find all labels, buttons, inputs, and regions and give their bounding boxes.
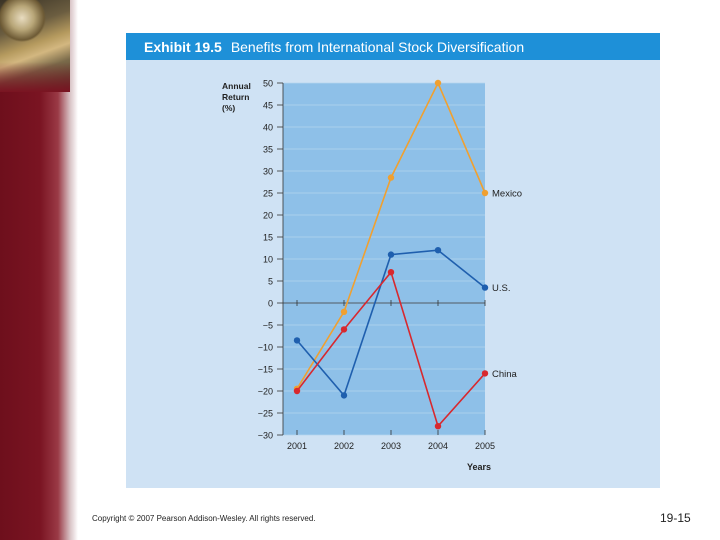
data-point — [293, 337, 301, 344]
y-axis-label: Annual — [222, 81, 251, 91]
corner-photo-image — [0, 0, 70, 92]
y-tick-label: −30 — [258, 431, 273, 441]
series-label: Mexico — [492, 189, 522, 200]
y-tick-label: 35 — [263, 145, 273, 155]
x-tick-label: 2004 — [428, 441, 448, 451]
series-label: U.S. — [492, 283, 510, 294]
data-point — [387, 269, 395, 276]
data-point — [340, 392, 348, 399]
y-tick-label: −5 — [263, 321, 273, 331]
y-tick-label: 20 — [263, 211, 273, 221]
y-axis-label: (%) — [222, 103, 235, 113]
x-axis-label: Years — [467, 462, 491, 472]
data-point — [481, 370, 489, 377]
data-point — [481, 284, 489, 291]
exhibit-label: Exhibit 19.5 — [144, 38, 222, 55]
y-tick-label: 5 — [268, 277, 273, 287]
data-point — [293, 387, 301, 395]
data-point — [434, 247, 442, 254]
x-tick-label: 2001 — [287, 441, 307, 451]
copyright-notice: Copyright © 2007 Pearson Addison-Wesley.… — [92, 514, 316, 523]
y-tick-label: 0 — [268, 299, 273, 309]
y-tick-label: 45 — [263, 101, 273, 111]
x-tick-label: 2005 — [475, 441, 495, 451]
y-tick-label: 50 — [263, 79, 273, 89]
y-tick-label: 10 — [263, 255, 273, 265]
series-label: China — [492, 369, 518, 380]
x-tick-label: 2002 — [334, 441, 354, 451]
y-tick-label: −10 — [258, 343, 273, 353]
y-tick-label: 30 — [263, 167, 273, 177]
data-point — [387, 251, 395, 258]
line-chart: 50454035302520151050−5−10−15−20−25−30200… — [222, 79, 522, 473]
data-point — [387, 174, 395, 181]
data-point — [340, 308, 348, 315]
exhibit-title: Benefits from International Stock Divers… — [230, 38, 525, 55]
data-point — [481, 189, 489, 197]
y-tick-label: 25 — [263, 189, 273, 199]
exhibit-panel: Exhibit 19.5 Benefits from International… — [126, 33, 660, 488]
y-tick-label: −20 — [258, 387, 273, 397]
slide-number: 19-15 — [660, 511, 691, 525]
data-point — [340, 326, 348, 333]
data-point — [434, 79, 442, 87]
data-point — [434, 423, 442, 430]
y-tick-label: 15 — [263, 233, 273, 243]
y-tick-label: −25 — [258, 409, 273, 419]
y-tick-label: −15 — [258, 365, 273, 375]
y-axis-label: Return — [222, 92, 249, 102]
y-tick-label: 40 — [263, 123, 273, 133]
x-tick-label: 2003 — [381, 441, 401, 451]
exhibit-title-bar: Exhibit 19.5 Benefits from International… — [126, 33, 660, 60]
